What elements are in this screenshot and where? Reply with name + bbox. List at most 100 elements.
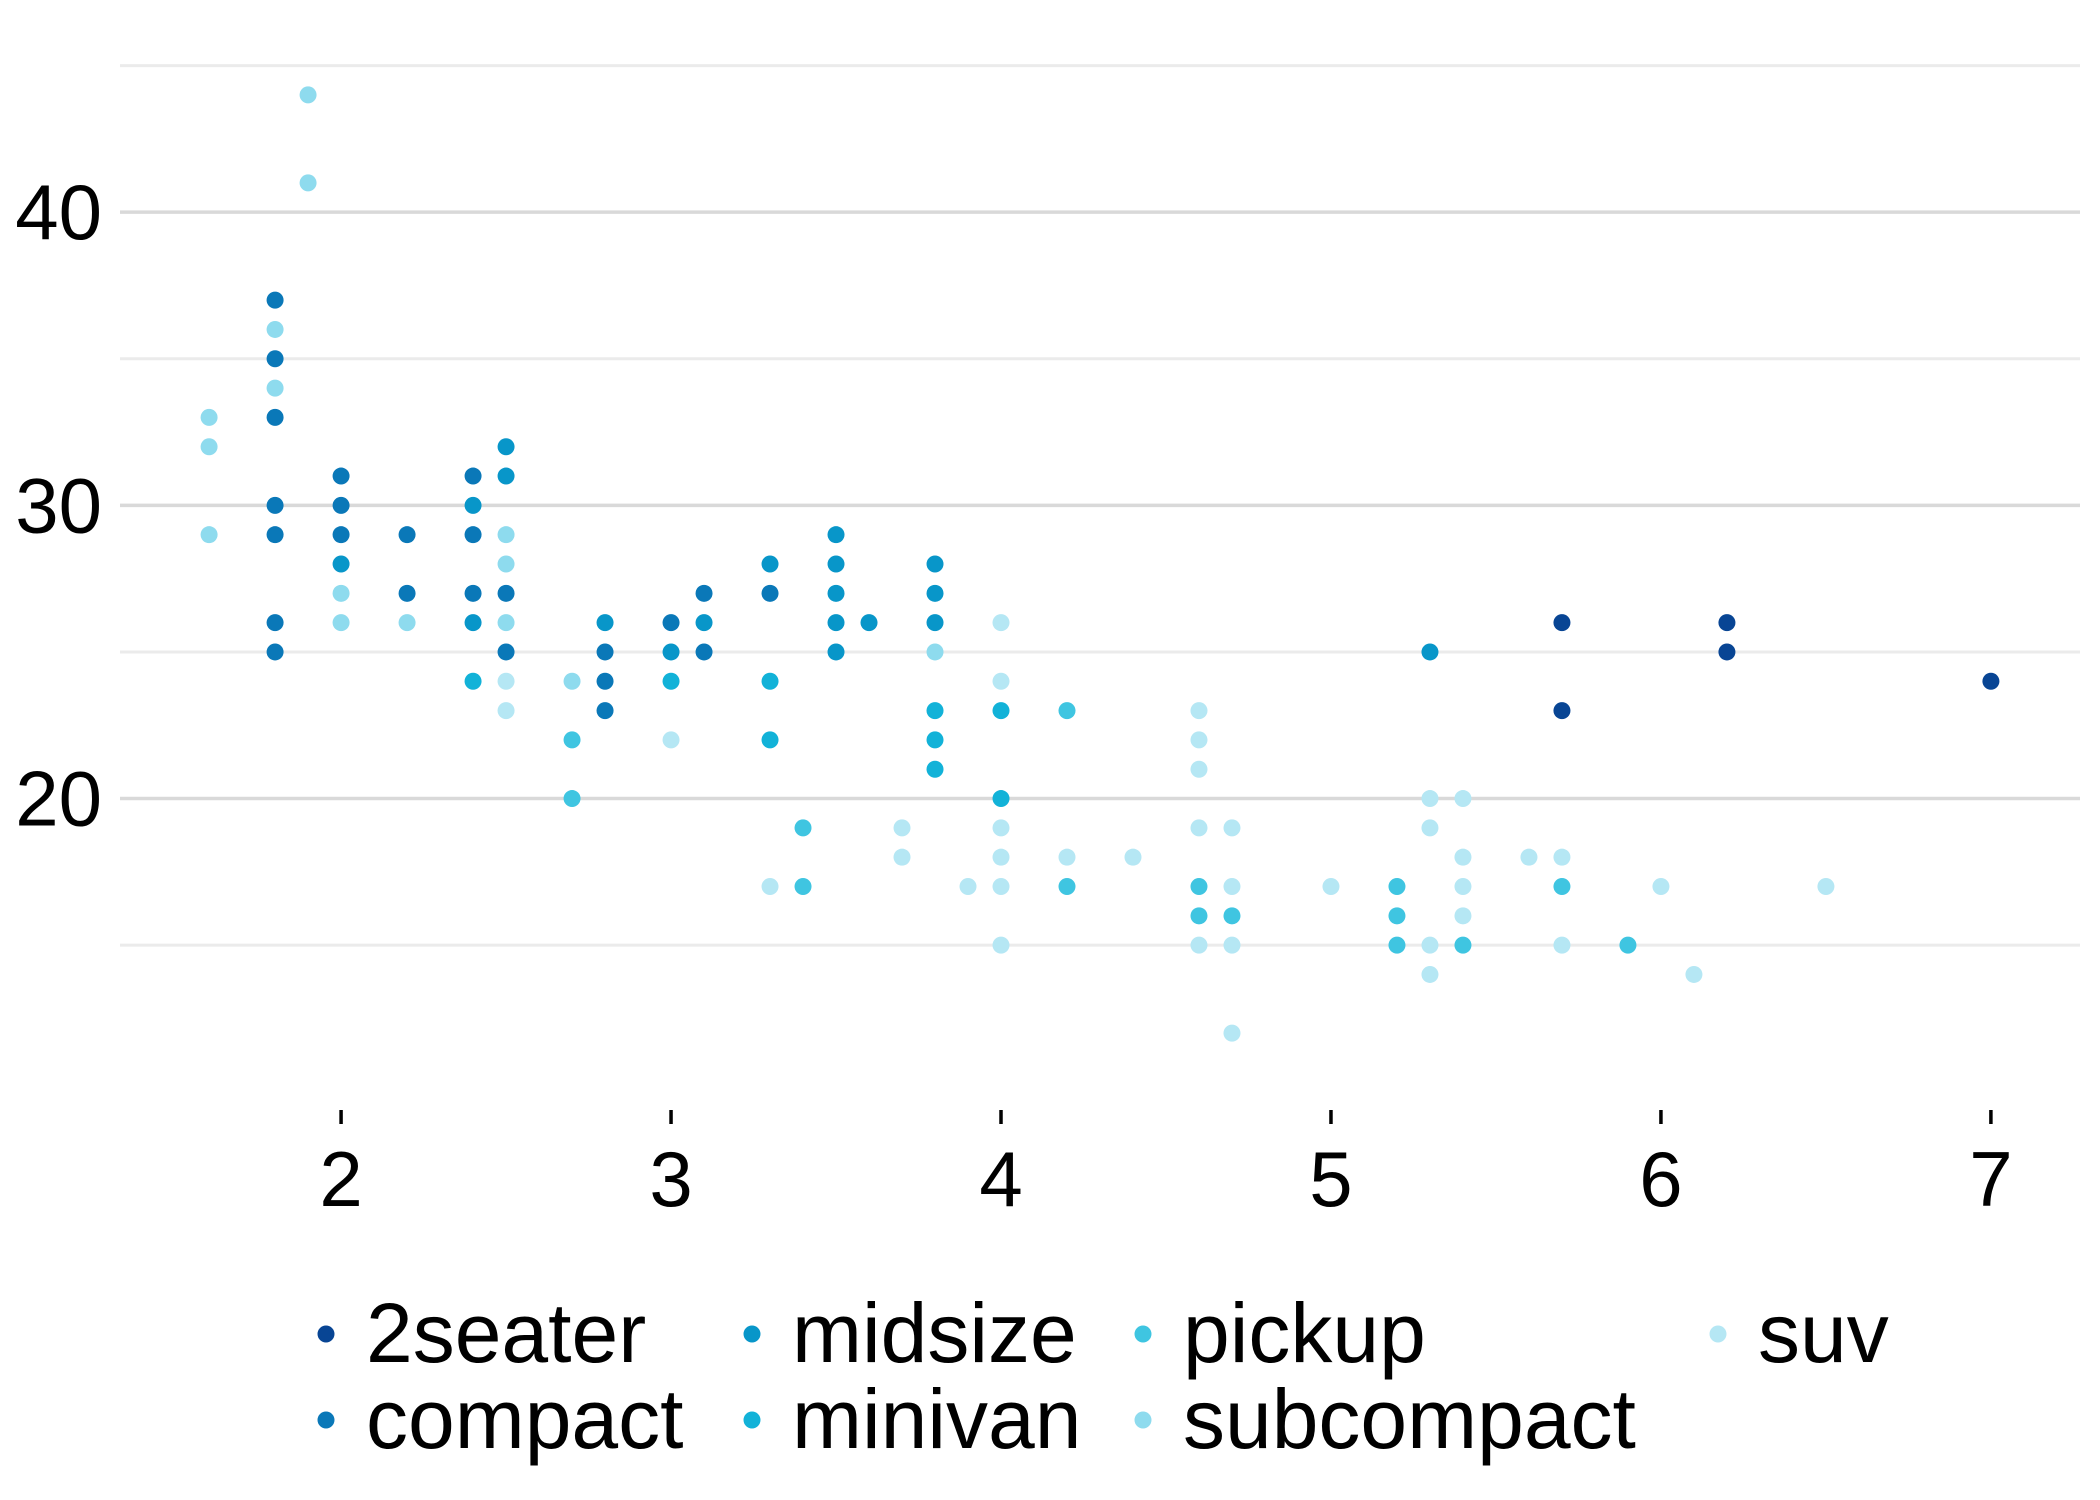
data-point	[464, 496, 482, 514]
data-point	[761, 555, 779, 573]
data-point	[497, 672, 515, 690]
data-point	[1124, 848, 1142, 866]
data-point	[992, 878, 1010, 895]
legend-item-minivan: minivan	[743, 1372, 1081, 1466]
series-2seater	[1553, 614, 2000, 720]
data-point	[662, 731, 680, 749]
data-point	[266, 643, 284, 661]
legend-item-midsize: midsize	[743, 1286, 1077, 1380]
data-point	[926, 760, 944, 778]
legend-key	[1709, 1325, 1727, 1343]
data-point	[266, 408, 284, 426]
data-point	[1223, 1024, 1241, 1042]
x-tick-label: 3	[649, 1135, 692, 1223]
data-point	[464, 467, 482, 485]
data-point	[926, 614, 944, 632]
legend-key	[743, 1411, 761, 1429]
data-point	[299, 174, 317, 192]
legend-item-suv: suv	[1709, 1286, 1889, 1380]
data-point	[1553, 878, 1571, 895]
data-point	[596, 672, 614, 690]
data-point	[266, 320, 284, 338]
series-minivan	[464, 672, 1010, 808]
data-point	[497, 643, 515, 661]
data-point	[1190, 731, 1208, 749]
data-point	[662, 614, 680, 632]
legend-key	[743, 1325, 761, 1343]
data-point	[926, 555, 944, 573]
data-point	[893, 848, 911, 866]
data-point	[1190, 760, 1208, 778]
legend-item-compact: compact	[317, 1372, 683, 1466]
data-point	[200, 526, 218, 544]
data-point	[596, 614, 614, 632]
data-point	[926, 643, 944, 661]
data-point	[926, 702, 944, 720]
data-point	[992, 672, 1010, 690]
data-point	[761, 878, 779, 895]
data-point	[860, 614, 878, 632]
data-point	[1421, 643, 1439, 661]
data-point	[992, 790, 1010, 808]
x-tick-label: 4	[979, 1135, 1022, 1223]
data-point	[200, 438, 218, 456]
data-point	[1190, 936, 1208, 954]
data-point	[332, 555, 350, 573]
data-point	[827, 614, 845, 632]
data-point	[1553, 848, 1571, 866]
data-point	[1190, 702, 1208, 720]
data-point	[1454, 848, 1472, 866]
data-point	[563, 790, 581, 808]
data-point	[1817, 878, 1835, 895]
data-point	[332, 584, 350, 602]
data-point	[992, 819, 1010, 837]
data-point	[200, 408, 218, 426]
legend-item-2seater: 2seater	[317, 1286, 646, 1380]
data-point	[1421, 819, 1439, 837]
legend-label: compact	[366, 1372, 683, 1466]
data-point	[464, 672, 482, 690]
data-point	[398, 584, 416, 602]
data-point	[794, 878, 812, 895]
data-point	[1454, 936, 1472, 954]
data-point	[992, 702, 1010, 720]
legend-label: suv	[1758, 1286, 1889, 1380]
y-axis: 20 30 40	[15, 168, 102, 842]
x-tick-label: 5	[1309, 1135, 1352, 1223]
data-point	[1322, 878, 1340, 895]
legend-key	[317, 1325, 335, 1343]
data-point	[827, 643, 845, 661]
data-point	[299, 86, 317, 104]
x-axis: 2 3 4 5 6 7	[319, 1110, 2013, 1223]
data-point	[1223, 878, 1241, 895]
data-point	[1520, 848, 1538, 866]
data-point	[1058, 702, 1076, 720]
y-tick-label: 30	[15, 461, 102, 549]
data-point	[464, 614, 482, 632]
data-point	[926, 584, 944, 602]
data-point	[761, 584, 779, 602]
x-tick-label: 7	[1969, 1135, 2012, 1223]
x-tick-label: 6	[1639, 1135, 1682, 1223]
data-point	[1454, 790, 1472, 808]
data-point	[332, 496, 350, 514]
data-point	[266, 291, 284, 309]
legend-label: pickup	[1183, 1286, 1426, 1380]
data-point	[464, 584, 482, 602]
data-point	[827, 555, 845, 573]
data-point	[992, 936, 1010, 954]
legend-item-subcompact: subcompact	[1134, 1372, 1636, 1466]
data-point	[266, 526, 284, 544]
data-point	[992, 848, 1010, 866]
series-compact	[266, 291, 779, 720]
data-point	[497, 702, 515, 720]
data-point	[497, 555, 515, 573]
data-point	[1553, 702, 1571, 720]
data-point	[1388, 878, 1406, 895]
data-point	[497, 614, 515, 632]
data-point	[1553, 614, 1571, 632]
data-point	[1652, 878, 1670, 895]
data-point	[596, 702, 614, 720]
data-point	[1058, 848, 1076, 866]
